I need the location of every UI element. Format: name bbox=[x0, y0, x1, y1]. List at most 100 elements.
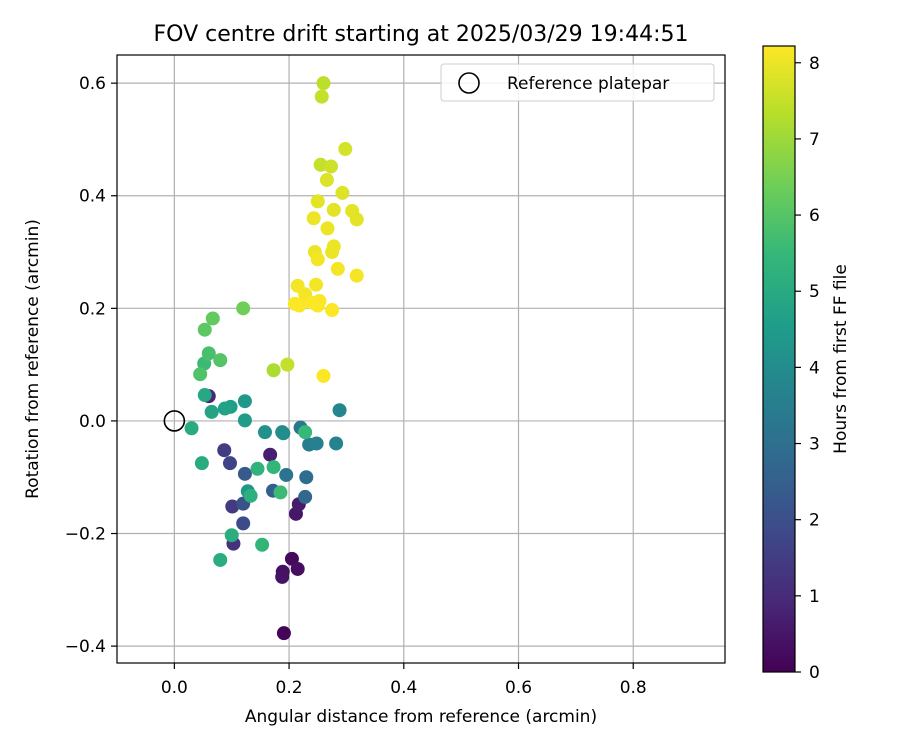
x-tick-label: 0.8 bbox=[620, 678, 647, 698]
colorbar-gradient bbox=[762, 45, 796, 673]
colorbar-tick-label: 8 bbox=[809, 54, 820, 74]
colorbar-tick-label: 3 bbox=[809, 435, 820, 455]
data-point bbox=[325, 245, 340, 260]
data-point bbox=[298, 489, 313, 504]
data-points bbox=[184, 76, 364, 641]
x-tick-label: 0.6 bbox=[505, 678, 532, 698]
data-point bbox=[310, 194, 325, 209]
data-point bbox=[316, 76, 331, 91]
x-axis-label: Angular distance from reference (arcmin) bbox=[245, 707, 597, 727]
data-point bbox=[320, 221, 335, 236]
data-point bbox=[237, 413, 252, 428]
data-point bbox=[276, 626, 291, 641]
data-point bbox=[225, 499, 240, 514]
chart-title: FOV centre drift starting at 2025/03/29 … bbox=[154, 22, 689, 47]
y-tick-label: −0.2 bbox=[65, 525, 106, 545]
colorbar-tick-label: 6 bbox=[809, 206, 820, 226]
y-tick-label: 0.6 bbox=[79, 74, 106, 94]
x-tick-label: 0.0 bbox=[161, 678, 188, 698]
colorbar: 0 1 2 3 4 5 6 7 8 Hours from first FF file bbox=[762, 45, 851, 683]
data-point bbox=[335, 185, 350, 200]
colorbar-tick-label: 7 bbox=[809, 130, 820, 150]
data-point bbox=[314, 89, 329, 104]
data-point bbox=[326, 202, 341, 217]
data-point bbox=[243, 488, 258, 503]
x-tick-label: 0.2 bbox=[276, 678, 303, 698]
y-axis-label: Rotation from reference (arcmin) bbox=[23, 219, 43, 499]
legend-open-circle-icon bbox=[458, 72, 480, 94]
data-point bbox=[349, 268, 364, 283]
colorbar-tick-label: 2 bbox=[809, 511, 820, 531]
y-tick-label: 0.2 bbox=[79, 299, 106, 319]
data-point bbox=[299, 470, 314, 485]
data-point bbox=[250, 461, 265, 476]
data-point bbox=[237, 466, 252, 481]
data-point bbox=[332, 403, 347, 418]
data-point bbox=[184, 421, 199, 436]
x-tick-label: 0.4 bbox=[390, 678, 417, 698]
plot-frame bbox=[116, 54, 726, 664]
colorbar-ticks: 0 1 2 3 4 5 6 7 8 bbox=[795, 54, 820, 683]
colorbar-tick-label: 0 bbox=[809, 663, 820, 683]
data-point bbox=[309, 436, 324, 451]
data-point bbox=[275, 569, 290, 584]
y-axis-ticks: −0.4 −0.2 0.0 0.2 0.4 0.6 bbox=[65, 74, 117, 657]
colorbar-tick-label: 4 bbox=[809, 358, 820, 378]
colorbar-tick-label: 5 bbox=[809, 282, 820, 302]
data-point bbox=[222, 456, 237, 471]
colorbar-label: Hours from first FF file bbox=[831, 264, 851, 454]
data-point bbox=[329, 436, 344, 451]
data-point bbox=[204, 404, 219, 419]
data-point bbox=[279, 467, 294, 482]
legend-label: Reference platepar bbox=[507, 74, 669, 94]
data-point bbox=[237, 394, 252, 409]
data-point bbox=[217, 443, 232, 458]
data-point bbox=[275, 425, 290, 440]
x-axis-ticks: 0.0 0.2 0.4 0.6 0.8 bbox=[161, 663, 647, 698]
data-point bbox=[213, 552, 228, 567]
data-point bbox=[273, 485, 288, 500]
data-point bbox=[319, 172, 334, 187]
data-point bbox=[349, 212, 364, 227]
data-point bbox=[213, 353, 228, 368]
data-point bbox=[255, 537, 270, 552]
data-point bbox=[194, 456, 209, 471]
colorbar-tick-label: 1 bbox=[809, 587, 820, 607]
data-point bbox=[224, 528, 239, 543]
y-tick-label: 0.0 bbox=[79, 412, 106, 432]
data-point bbox=[193, 367, 208, 382]
data-point bbox=[313, 157, 328, 172]
data-point bbox=[325, 303, 340, 318]
legend-box bbox=[440, 63, 715, 102]
data-point bbox=[217, 401, 232, 416]
data-point bbox=[298, 425, 313, 440]
data-point bbox=[205, 311, 220, 326]
data-point bbox=[316, 368, 331, 383]
data-point bbox=[201, 346, 216, 361]
grid-lines bbox=[117, 55, 725, 663]
reference-platepar-marker bbox=[163, 410, 186, 432]
data-point bbox=[310, 252, 325, 267]
data-point bbox=[330, 261, 345, 276]
data-point bbox=[309, 277, 324, 292]
data-point bbox=[236, 301, 251, 316]
y-tick-label: 0.4 bbox=[79, 187, 106, 207]
data-point bbox=[263, 447, 278, 462]
data-point bbox=[280, 357, 295, 372]
data-point bbox=[266, 460, 281, 475]
data-point bbox=[257, 425, 272, 440]
data-point bbox=[323, 159, 338, 174]
data-point bbox=[290, 561, 305, 576]
y-tick-label: −0.4 bbox=[65, 637, 106, 657]
data-point bbox=[236, 516, 251, 531]
data-point bbox=[197, 388, 212, 403]
data-point bbox=[266, 363, 281, 378]
data-point bbox=[338, 142, 353, 157]
legend: Reference platepar bbox=[440, 63, 715, 102]
data-point bbox=[310, 298, 325, 313]
data-point bbox=[306, 211, 321, 226]
data-point bbox=[287, 296, 302, 311]
data-point bbox=[197, 322, 212, 337]
